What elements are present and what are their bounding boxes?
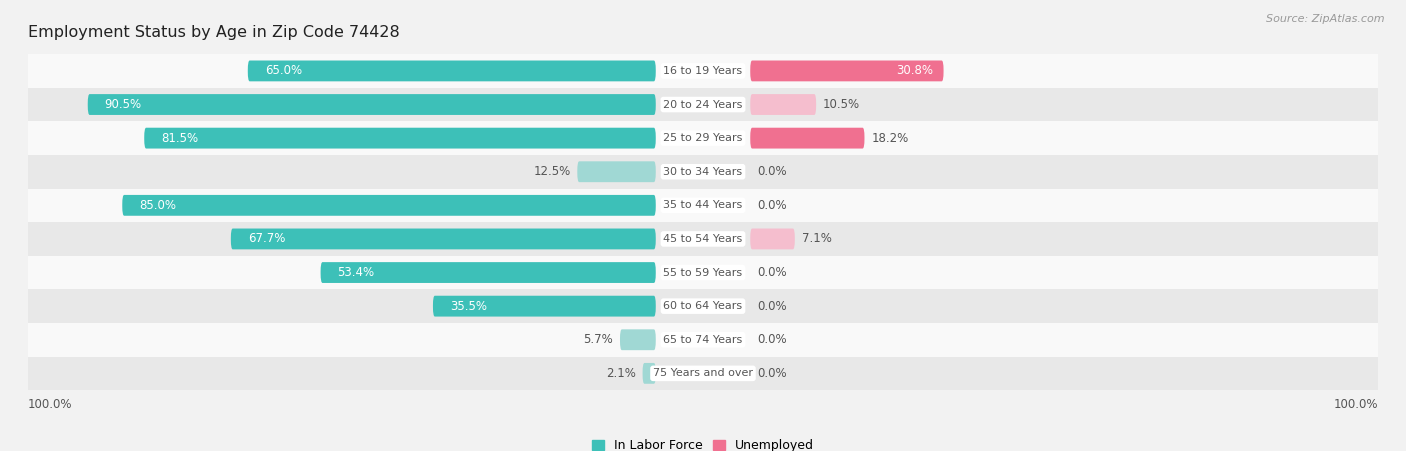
Text: 100.0%: 100.0% xyxy=(1333,397,1378,410)
FancyBboxPatch shape xyxy=(321,262,655,283)
Text: 35 to 44 Years: 35 to 44 Years xyxy=(664,200,742,210)
Text: Employment Status by Age in Zip Code 74428: Employment Status by Age in Zip Code 744… xyxy=(28,25,399,41)
Text: 25 to 29 Years: 25 to 29 Years xyxy=(664,133,742,143)
Text: 81.5%: 81.5% xyxy=(162,132,198,145)
FancyBboxPatch shape xyxy=(751,94,815,115)
FancyBboxPatch shape xyxy=(231,229,655,249)
Text: 65.0%: 65.0% xyxy=(264,64,302,78)
Text: 16 to 19 Years: 16 to 19 Years xyxy=(664,66,742,76)
Text: 55 to 59 Years: 55 to 59 Years xyxy=(664,267,742,277)
FancyBboxPatch shape xyxy=(28,54,1378,88)
Text: 35.5%: 35.5% xyxy=(450,299,486,313)
Text: 60 to 64 Years: 60 to 64 Years xyxy=(664,301,742,311)
Text: 0.0%: 0.0% xyxy=(756,299,786,313)
Legend: In Labor Force, Unemployed: In Labor Force, Unemployed xyxy=(592,439,814,451)
FancyBboxPatch shape xyxy=(28,256,1378,290)
Text: 75 Years and over: 75 Years and over xyxy=(652,368,754,378)
FancyBboxPatch shape xyxy=(28,155,1378,189)
FancyBboxPatch shape xyxy=(28,323,1378,357)
FancyBboxPatch shape xyxy=(28,88,1378,121)
Text: 5.7%: 5.7% xyxy=(583,333,613,346)
Text: 85.0%: 85.0% xyxy=(139,199,176,212)
Text: 0.0%: 0.0% xyxy=(756,165,786,178)
Text: 0.0%: 0.0% xyxy=(756,266,786,279)
Text: 45 to 54 Years: 45 to 54 Years xyxy=(664,234,742,244)
FancyBboxPatch shape xyxy=(247,60,655,81)
FancyBboxPatch shape xyxy=(28,222,1378,256)
FancyBboxPatch shape xyxy=(578,161,655,182)
FancyBboxPatch shape xyxy=(751,128,865,148)
Text: 53.4%: 53.4% xyxy=(337,266,374,279)
Text: 0.0%: 0.0% xyxy=(756,199,786,212)
Text: 10.5%: 10.5% xyxy=(823,98,860,111)
FancyBboxPatch shape xyxy=(751,60,943,81)
Text: Source: ZipAtlas.com: Source: ZipAtlas.com xyxy=(1267,14,1385,23)
Text: 90.5%: 90.5% xyxy=(104,98,142,111)
Text: 0.0%: 0.0% xyxy=(756,333,786,346)
FancyBboxPatch shape xyxy=(145,128,655,148)
FancyBboxPatch shape xyxy=(433,296,655,317)
FancyBboxPatch shape xyxy=(28,121,1378,155)
Text: 67.7%: 67.7% xyxy=(247,232,285,245)
Text: 100.0%: 100.0% xyxy=(28,397,73,410)
FancyBboxPatch shape xyxy=(122,195,655,216)
Text: 20 to 24 Years: 20 to 24 Years xyxy=(664,100,742,110)
Text: 0.0%: 0.0% xyxy=(756,367,786,380)
Text: 7.1%: 7.1% xyxy=(801,232,831,245)
Text: 65 to 74 Years: 65 to 74 Years xyxy=(664,335,742,345)
Text: 12.5%: 12.5% xyxy=(533,165,571,178)
FancyBboxPatch shape xyxy=(643,363,655,384)
Text: 30 to 34 Years: 30 to 34 Years xyxy=(664,167,742,177)
FancyBboxPatch shape xyxy=(28,357,1378,390)
FancyBboxPatch shape xyxy=(28,189,1378,222)
FancyBboxPatch shape xyxy=(751,229,794,249)
FancyBboxPatch shape xyxy=(620,329,655,350)
Text: 2.1%: 2.1% xyxy=(606,367,636,380)
FancyBboxPatch shape xyxy=(87,94,655,115)
Text: 18.2%: 18.2% xyxy=(872,132,908,145)
FancyBboxPatch shape xyxy=(28,290,1378,323)
Text: 30.8%: 30.8% xyxy=(897,64,934,78)
